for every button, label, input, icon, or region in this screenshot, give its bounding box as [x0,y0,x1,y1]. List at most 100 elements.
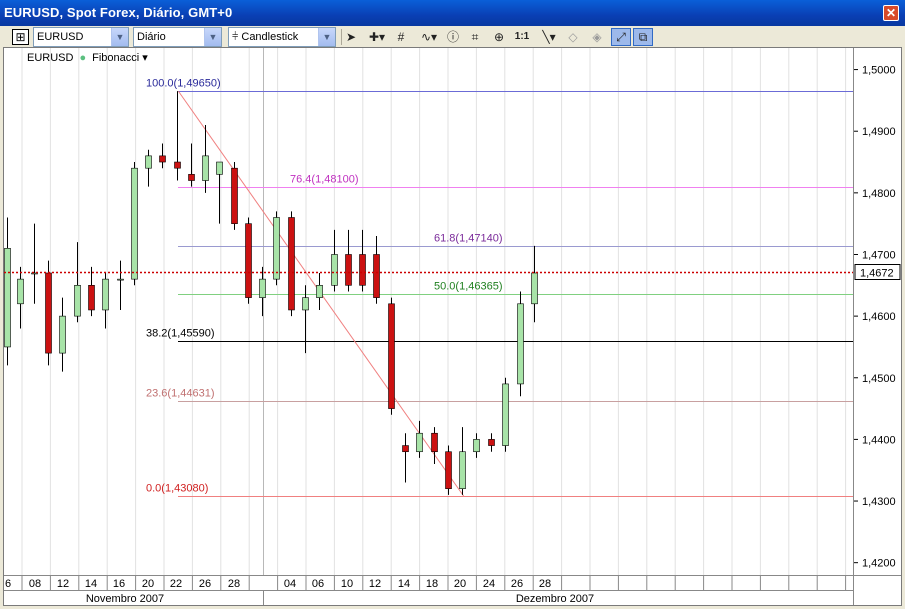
candle-body [459,451,466,490]
magnet-icon[interactable]: ⧉ [633,28,653,46]
date-tick-label: 28 [228,578,240,590]
window-title: EURUSD, Spot Forex, Diário, GMT+0 [4,5,233,20]
candle-body [188,174,195,181]
price-axis[interactable]: 1,5000 1,4900 1,4800 1,4700 1,4600 1,4500 1,44… [853,48,901,575]
price-tick-label: 1,5000 [862,65,896,77]
date-tick-label: 24 [483,578,495,590]
chart-legend: EURUSD ● Fibonacci ▾ [27,51,148,64]
candle-body [302,297,309,311]
symbol-select[interactable]: EURUSD ▼ [33,27,129,47]
candle-body [288,217,295,311]
candle-body [273,217,280,280]
date-axis-svg: 6 08 12 14 16 20 22 26 28 04 06 10 12 14 18 20 24 26 28 Nov… [4,576,857,606]
candle-body [259,278,266,298]
current-price-marker: 1,4672 [854,264,901,280]
candle-body [445,451,452,490]
price-tick-label: 1,4300 [862,496,896,508]
zoom-icon[interactable]: ⊕ [493,30,505,44]
info-icon[interactable]: ⓘ [446,30,459,44]
candle-body [231,167,238,224]
candle-body [17,278,24,305]
template-icon[interactable]: ◈ [592,30,602,44]
chart-type-label: Candlestick [241,31,299,43]
period-select[interactable]: Diário ▼ [133,27,222,47]
chevron-down-icon[interactable]: ▼ [111,28,128,46]
price-tick-label: 1,4500 [862,373,896,385]
date-tick-label: 26 [199,578,211,590]
indicator-icon[interactable]: ∿▾ [420,30,438,44]
legend-study[interactable]: Fibonacci [92,52,140,64]
reset-zoom-icon[interactable]: 1:1 [514,31,530,42]
chevron-down-icon[interactable]: ▼ [204,28,221,46]
toolbar-separator [341,29,342,45]
legend-separator-icon: ● [79,52,87,64]
chevron-down-icon[interactable]: ▾ [139,52,148,64]
candle-body [431,432,438,453]
candle-body [31,272,38,275]
candle-body [102,278,109,311]
close-button[interactable]: ✕ [883,5,899,21]
date-tick-label: 14 [398,578,410,590]
trendline-icon[interactable]: ╲▾ [542,30,556,44]
chevron-down-icon[interactable]: ▼ [318,28,335,46]
month-label: Dezembro 2007 [516,593,594,605]
date-tick-label: 18 [426,578,438,590]
candle-body [488,439,495,446]
fib-level-label: 23.6(1,44631) [146,388,215,400]
date-tick-label: 08 [29,578,41,590]
price-tick-label: 1,4200 [862,558,896,570]
symbol-select-value: EURUSD [37,31,84,43]
date-tick-label: 10 [341,578,353,590]
current-price-box [854,264,901,280]
candle-body [59,315,66,354]
price-tick-label: 1,4700 [862,249,896,261]
chart-toolbar: ⊞ EURUSD ▼ Diário ▼ ⫩ Candlestick ▼ ➤ ✚▾… [4,26,901,48]
date-axis[interactable]: 6 08 12 14 16 20 22 26 28 04 06 10 12 14 18 20 24 26 28 Nov… [4,575,857,606]
candle-body [331,254,338,286]
eraser-icon[interactable]: ◇ [568,30,578,44]
date-tick-label: 14 [85,578,97,590]
candle-body [402,445,409,453]
date-tick-label: 20 [142,578,154,590]
date-tick-label: 6 [5,578,11,590]
fib-level-label: 100.0(1,49650) [146,78,221,90]
current-price-label: 1,4672 [860,268,894,280]
legend-symbol: EURUSD [27,52,74,64]
candle-body [359,254,366,286]
candle-body [517,303,524,385]
axis-corner [853,575,901,605]
date-tick-label: 04 [284,578,296,590]
crosshair-icon[interactable]: ✚▾ [368,30,386,44]
candlestick-icon: ⫩ [232,31,242,43]
annotation-icon[interactable]: ⌗ [471,30,479,44]
fib-level-label: 76.4(1,48100) [290,174,359,186]
date-tick-label: 28 [539,578,551,590]
candle-body [502,383,509,446]
candle-body [531,272,538,305]
date-tick-label: 12 [369,578,381,590]
price-tick-label: 1,4800 [862,188,896,200]
window-titlebar: EURUSD, Spot Forex, Diário, GMT+0 ✕ [0,0,905,26]
chart-type-select[interactable]: ⫩ Candlestick ▼ [228,27,336,47]
chart-type-select-value: ⫩ Candlestick [232,31,298,44]
price-axis-svg: 1,5000 1,4900 1,4800 1,4700 1,4600 1,4500 1,44… [854,65,901,570]
pointer-icon[interactable]: ➤ [345,30,357,44]
candle-body [345,254,352,286]
candle-body [216,161,223,175]
candle-body [88,285,95,311]
toolbar-toggle-icon[interactable]: ⊞ [12,29,29,45]
autoscale-icon[interactable]: ⤢ [611,28,631,46]
chart-area[interactable]: 100.0(1,49650) 76.4(1,48100) 61.8(1,47140)… [4,48,857,575]
candle-body [74,285,81,317]
candle-body [117,278,124,281]
candle-body [145,155,152,169]
date-tick-label: 20 [454,578,466,590]
fib-level-label: 38.2(1,45590) [146,328,215,340]
date-tick-label: 16 [113,578,125,590]
fib-level-label: 61.8(1,47140) [434,233,503,245]
fib-level-label: 0.0(1,43080) [146,483,208,495]
grid-icon[interactable]: # [397,30,405,44]
candle-body [316,285,323,298]
price-chart[interactable]: 100.0(1,49650) 76.4(1,48100) 61.8(1,47140)… [4,48,857,575]
price-tick-label: 1,4400 [862,434,896,446]
